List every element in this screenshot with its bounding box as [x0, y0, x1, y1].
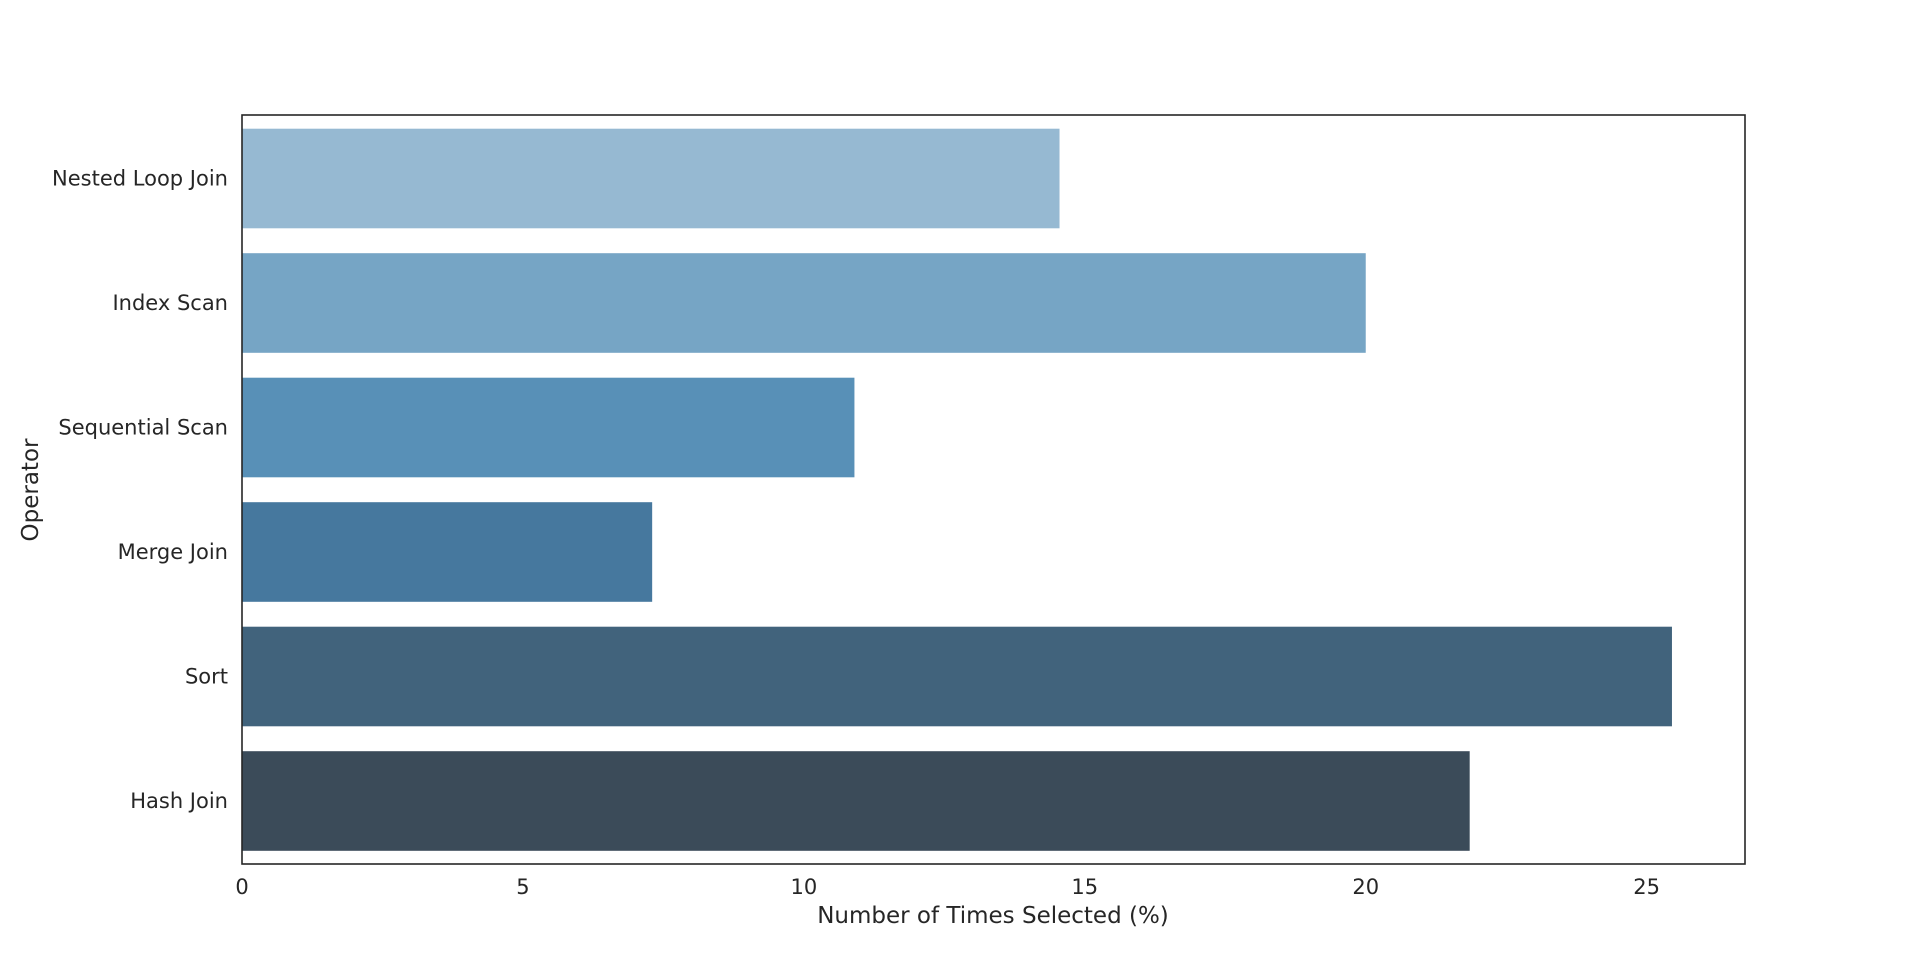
x-tick-label: 25: [1633, 875, 1660, 899]
x-tick-label: 20: [1352, 875, 1379, 899]
bar-sequential-scan: [242, 377, 855, 478]
category-label-index-scan: Index Scan: [112, 291, 228, 315]
x-tick-label: 5: [516, 875, 529, 899]
plot-frame: [241, 114, 1746, 865]
category-label-merge-join: Merge Join: [118, 540, 228, 564]
category-label-sort: Sort: [185, 665, 228, 689]
bar-hash-join: [242, 751, 1470, 851]
x-axis-ticks: 0 5 10 15 20 25: [235, 875, 1660, 899]
x-tick-label: 15: [1071, 875, 1098, 899]
y-axis-title: Operator: [18, 438, 44, 541]
category-label-hash-join: Hash Join: [130, 789, 228, 813]
x-tick-label: 10: [791, 875, 818, 899]
bar-index-scan: [242, 253, 1366, 353]
x-tick-label: 0: [235, 875, 248, 899]
bar-merge-join: [242, 502, 653, 602]
category-labels: Nested Loop Join Index Scan Sequential Sca…: [52, 167, 228, 814]
bar-nested-loop-join: [242, 128, 1060, 229]
bars-group: [242, 128, 1672, 851]
bar-sort: [242, 626, 1672, 727]
category-label-nested-loop-join: Nested Loop Join: [52, 167, 228, 191]
x-axis-title: Number of Times Selected (%): [817, 903, 1169, 929]
category-label-sequential-scan: Sequential Scan: [58, 416, 228, 440]
